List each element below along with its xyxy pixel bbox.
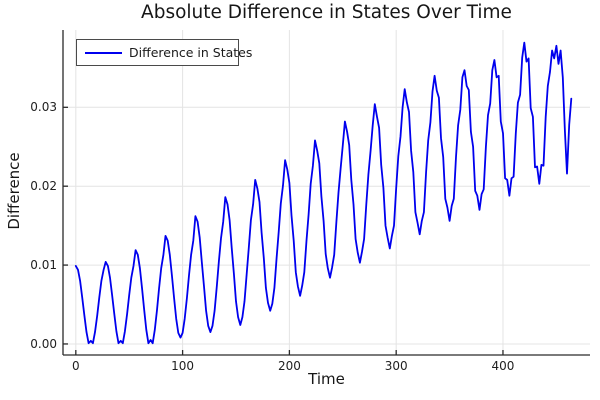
chart-title: Absolute Difference in States Over Time: [141, 2, 512, 23]
x-tick-label: 100: [171, 359, 195, 373]
y-tick-label: 0.00: [30, 336, 57, 351]
legend-entry-label: Difference in States: [129, 45, 253, 60]
x-tick-label: 200: [277, 359, 301, 373]
x-tick-label: 400: [491, 359, 515, 373]
series-line-difference-in-states: [74, 41, 573, 345]
y-tick-label: 0.02: [30, 179, 57, 194]
y-tick-label: 0.01: [30, 258, 57, 273]
x-tick-label: 0: [71, 359, 80, 373]
legend: Difference in States: [76, 39, 252, 66]
legend-line-sample: [85, 51, 122, 54]
x-axis-label: Time: [308, 370, 345, 388]
x-tick-label: 300: [384, 359, 408, 373]
y-tick-label: 0.03: [30, 100, 57, 115]
